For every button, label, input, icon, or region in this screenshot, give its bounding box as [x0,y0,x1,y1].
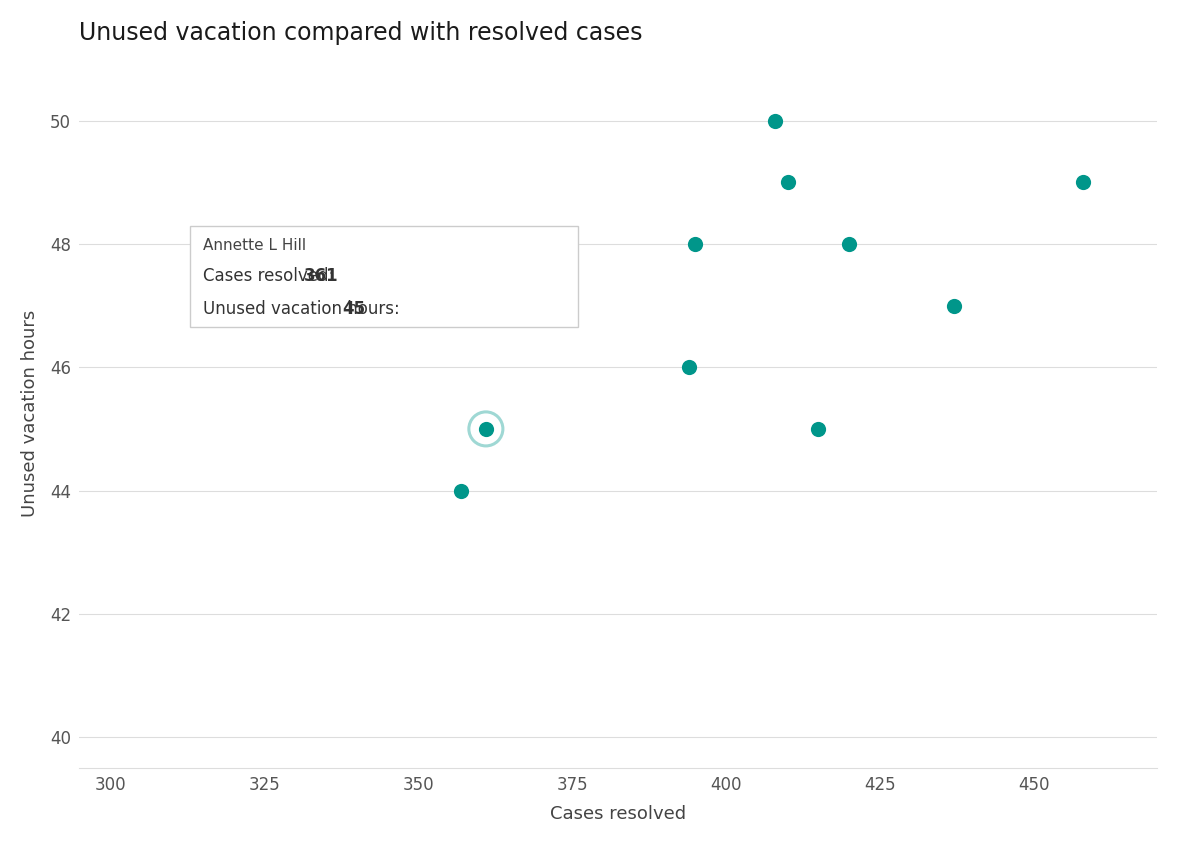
Point [840,237,859,251]
Point [680,360,699,374]
Text: 45: 45 [343,300,365,318]
Text: 361: 361 [304,268,338,285]
Text: Unused vacation compared with resolved cases: Unused vacation compared with resolved c… [79,21,643,45]
Point [476,422,495,436]
X-axis label: Cases resolved: Cases resolved [550,805,687,823]
FancyBboxPatch shape [191,225,578,327]
Y-axis label: Unused vacation hours: Unused vacation hours [21,310,39,517]
Point [686,237,704,251]
Point [476,422,495,436]
Point [254,299,273,312]
Point [1074,176,1093,189]
Point [452,484,471,497]
Point [945,299,964,312]
Point [766,114,785,127]
Text: Cases resolved:: Cases resolved: [203,268,339,285]
Text: Unused vacation hours:: Unused vacation hours: [203,300,405,318]
Text: Annette L Hill: Annette L Hill [203,239,306,253]
Point [779,176,798,189]
Point [809,422,828,436]
